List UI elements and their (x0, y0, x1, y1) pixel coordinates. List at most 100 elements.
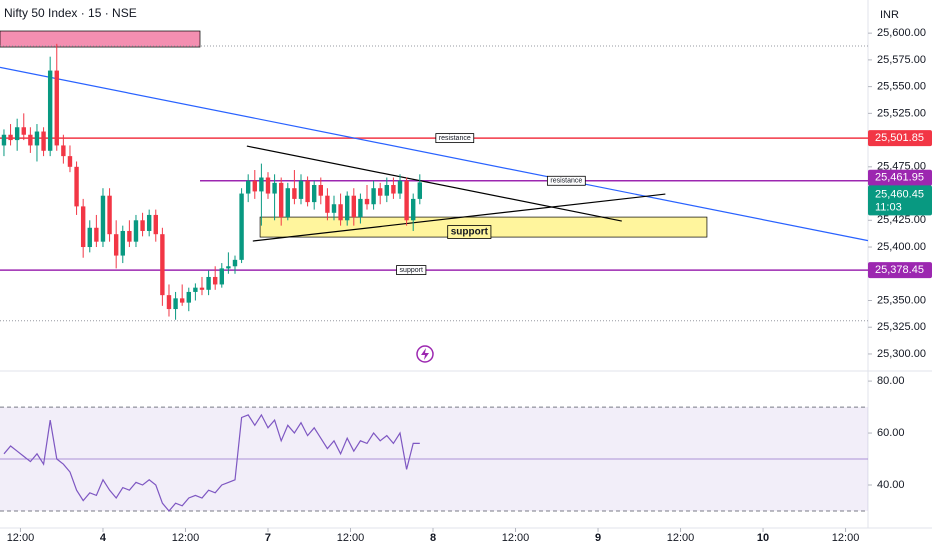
candle-body (397, 180, 403, 194)
candle-body (127, 230, 132, 242)
y-tick-label: 25,550.00 (877, 81, 926, 93)
candle-body (265, 177, 271, 194)
rsi-tick-label: 60.00 (877, 427, 905, 439)
candle-body (140, 220, 145, 231)
candle-body (113, 234, 119, 256)
x-tick-label: 12:00 (667, 532, 695, 544)
trend-line (252, 193, 666, 242)
candle-body (160, 234, 165, 296)
candle-body (100, 195, 106, 242)
x-tick-label: 8 (430, 532, 436, 544)
candle-body (292, 188, 297, 199)
candle-body (391, 185, 396, 194)
annotation-box (396, 265, 427, 275)
y-tick-label: 25,600.00 (877, 27, 926, 39)
candle-body (120, 230, 125, 256)
candle-body (47, 70, 53, 151)
candle-body (338, 204, 343, 221)
candle-body (199, 287, 205, 290)
candle-body (384, 185, 390, 196)
candle-body (239, 193, 244, 260)
annotation: support (447, 225, 492, 239)
candle-body (67, 156, 73, 167)
candle-body (206, 276, 211, 290)
x-tick-label: 7 (265, 532, 271, 544)
candle-body (226, 266, 231, 269)
rsi-line (3, 413, 420, 512)
y-tick-label: 25,400.00 (877, 241, 926, 253)
y-tick-label: 25,325.00 (877, 321, 926, 333)
candle-body (245, 180, 251, 194)
x-tick-label: 12:00 (172, 532, 200, 544)
candle-body (219, 268, 224, 285)
countdown: 11:03 (875, 201, 902, 213)
annotation: resistance (435, 133, 475, 144)
last-price-bg (868, 185, 932, 216)
rsi-tick-label: 80.00 (877, 375, 905, 387)
candle-body (252, 180, 257, 192)
y-tick-label: 25,350.00 (877, 294, 926, 306)
candle-body (166, 295, 172, 310)
candle-body (351, 195, 357, 218)
candle-body (80, 206, 86, 248)
annotation-label: support (400, 267, 423, 274)
candle-body (345, 195, 350, 221)
candle-body (404, 180, 409, 221)
candle-body (94, 227, 99, 242)
candle-body (325, 195, 330, 213)
candle-body (259, 177, 264, 192)
candle-body (1, 134, 7, 146)
x-tick-label: 12:00 (7, 532, 35, 544)
candle-body (74, 166, 79, 207)
candle-body (173, 298, 178, 310)
candle-body (411, 198, 416, 221)
annotation-label: support (451, 227, 489, 238)
annotation-label: resistance (550, 178, 582, 185)
annotation: resistance (546, 175, 586, 186)
candle-body (28, 134, 33, 146)
annotation-box (546, 175, 586, 186)
x-tick-label: 4 (100, 532, 107, 544)
y-tick-label: 25,575.00 (877, 54, 926, 66)
candle-body (34, 131, 40, 146)
candle-body (305, 180, 310, 203)
price-label-bg (868, 130, 932, 147)
price-label-bg (868, 169, 932, 186)
trend-line (246, 145, 622, 222)
last-price-label: 25,460.45 (875, 188, 924, 200)
candle-body (272, 182, 277, 194)
candle-body (21, 127, 26, 135)
candle-body (318, 185, 323, 196)
layers: 25,600.00 25,575.00 25,550.00 25,525.00 25,5… (0, 27, 932, 544)
y-tick-label: 25,425.00 (877, 214, 926, 226)
candle-body (186, 291, 191, 303)
annotation-box (435, 133, 475, 144)
price-label: 25,501.85 (875, 132, 924, 144)
candle-body (8, 134, 13, 141)
trend-line (0, 66, 869, 242)
annotation-label: resistance (439, 135, 471, 142)
currency: INR (880, 9, 899, 21)
candle-body (417, 182, 423, 199)
price-label: 25,461.95 (875, 172, 924, 184)
candle-body (146, 214, 152, 231)
price-label: 25,378.45 (875, 264, 924, 276)
candle-body (87, 227, 92, 248)
zone-box (0, 30, 201, 48)
title-bg (0, 3, 136, 23)
x-tick-label: 12:00 (832, 532, 860, 544)
y-tick-label: 25,475.00 (877, 161, 926, 173)
y-tick-label: 25,300.00 (877, 348, 926, 360)
candle-body (285, 188, 290, 218)
rsi-tick-label: 40.00 (877, 479, 905, 491)
candle-body (107, 195, 112, 235)
candle-body (153, 214, 158, 235)
candle-body (331, 204, 337, 213)
x-tick-label: 12:00 (502, 532, 530, 544)
candle-body (54, 70, 59, 146)
candle-body (311, 185, 317, 203)
candle-body (364, 198, 370, 205)
x-tick-label: 9 (595, 532, 601, 544)
candle-body (41, 131, 46, 151)
